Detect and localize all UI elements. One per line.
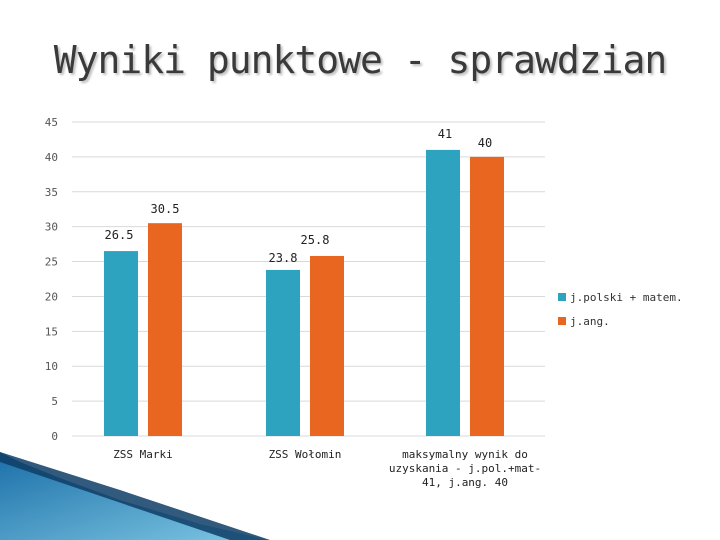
legend-swatch — [558, 317, 566, 325]
bar-series-2 — [310, 255, 344, 436]
bar-series-1 — [266, 269, 300, 436]
y-tick-label: 15 — [45, 325, 58, 338]
chart-legend: j.polski + matem. j.ang. — [558, 288, 683, 336]
y-tick-label: 45 — [45, 116, 58, 129]
chart-title: Wyniki punktowe - sprawdzian — [53, 38, 668, 82]
y-tick-label: 25 — [45, 256, 58, 269]
y-tick-label: 10 — [45, 360, 58, 373]
data-label: 25.8 — [301, 233, 330, 247]
legend-item-series-2: j.ang. — [558, 312, 683, 330]
data-label: 40 — [478, 136, 492, 150]
y-tick-label: 35 — [45, 186, 58, 199]
bar-series-2 — [148, 223, 182, 436]
category-label: uzyskania - j.pol.+mat- — [389, 462, 541, 475]
category-label: 41, j.ang. 40 — [422, 476, 508, 489]
y-tick-label: 0 — [51, 430, 58, 443]
bar-series-1 — [104, 251, 138, 436]
data-label: 41 — [438, 127, 452, 141]
y-tick-label: 40 — [45, 151, 58, 164]
category-label: ZSS Wołomin — [269, 448, 342, 461]
y-tick-label: 30 — [45, 221, 58, 234]
bar-series-2 — [470, 156, 504, 436]
legend-swatch — [558, 293, 566, 301]
legend-item-series-1: j.polski + matem. — [558, 288, 683, 306]
data-label: 26.5 — [105, 228, 134, 242]
category-label: ZSS Marki — [113, 448, 173, 461]
data-label: 30.5 — [151, 202, 180, 216]
legend-label: j.polski + matem. — [570, 290, 683, 304]
data-label: 23.8 — [269, 251, 298, 265]
bar-series-1 — [426, 149, 460, 436]
y-tick-label: 20 — [45, 290, 58, 303]
y-tick-label: 5 — [51, 395, 58, 408]
category-label: maksymalny wynik do — [402, 448, 528, 461]
legend-label: j.ang. — [570, 314, 610, 328]
